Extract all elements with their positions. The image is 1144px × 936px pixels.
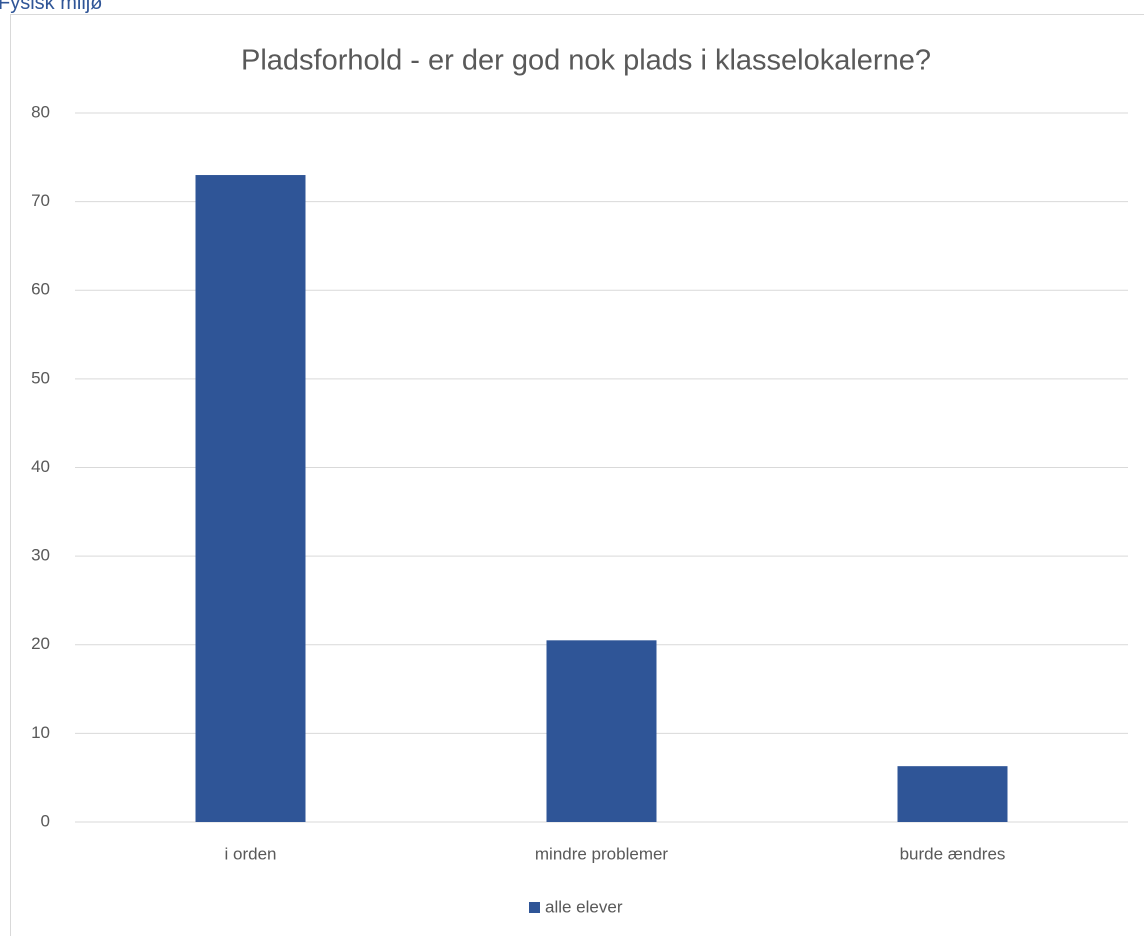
x-tick-label: mindre problemer: [535, 844, 669, 863]
bar: [195, 175, 306, 823]
x-tick-label: burde ændres: [900, 844, 1006, 863]
bar: [897, 766, 1008, 822]
y-tick-label: 80: [31, 102, 50, 121]
x-tick-label: i orden: [225, 844, 277, 863]
legend-label: alle elever: [545, 897, 623, 916]
y-tick-label: 60: [31, 280, 50, 299]
y-tick-label: 30: [31, 546, 50, 565]
bar: [546, 640, 657, 822]
y-tick-label: 40: [31, 457, 50, 476]
chart-title: Pladsforhold - er der god nok plads i kl…: [241, 45, 931, 77]
y-tick-label: 20: [31, 634, 50, 653]
section-header: Fysisk miljø: [0, 0, 102, 14]
y-tick-label: 0: [41, 811, 50, 830]
y-tick-label: 10: [31, 723, 50, 742]
y-tick-label: 50: [31, 368, 50, 387]
legend-swatch: [529, 902, 540, 913]
y-tick-label: 70: [31, 191, 50, 210]
